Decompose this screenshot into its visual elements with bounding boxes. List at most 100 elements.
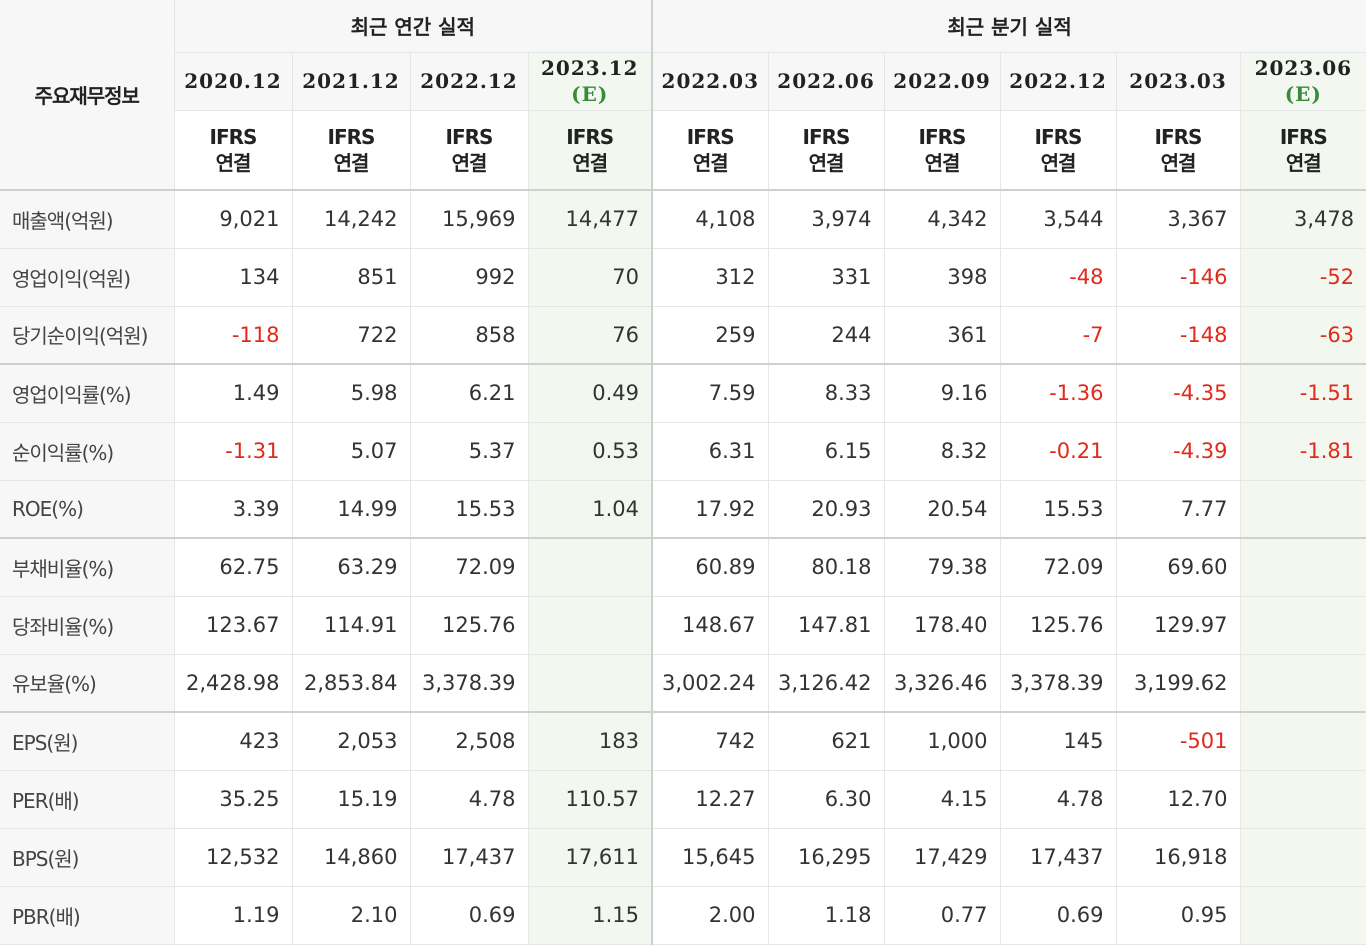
period-header-2: 2022.12: [409, 52, 528, 111]
ifrs-label: IFRS: [802, 124, 851, 149]
consolidated-label: 연결: [808, 150, 845, 175]
value-cell: 60.89: [651, 538, 769, 597]
value-cell: 3,326.46: [883, 654, 1001, 713]
value-cell: [527, 654, 653, 713]
consolidated-label: 연결: [451, 150, 488, 175]
period-header-1: 2021.12: [291, 52, 410, 111]
ifrs-header-4: IFRS 연결: [651, 110, 769, 191]
ifrs-label: IFRS: [566, 124, 614, 149]
value-cell: 6.15: [767, 422, 885, 481]
table-row: BPS(원) 12,532 14,860 17,437 17,611 15,645 16,2…: [0, 828, 1366, 887]
value-cell: 1.04: [527, 480, 653, 539]
value-cell: 3,002.24: [651, 654, 769, 713]
row-label: EPS(원): [0, 712, 174, 771]
value-cell: 0.95: [1115, 886, 1241, 945]
value-cell: -63: [1239, 306, 1366, 365]
value-cell: 3.39: [173, 480, 292, 539]
value-cell: 0.77: [883, 886, 1001, 945]
ifrs-header-0: IFRS 연결: [173, 110, 292, 191]
value-cell: 12,532: [173, 828, 292, 887]
value-cell: 7.77: [1115, 480, 1241, 539]
value-cell: 16,295: [767, 828, 885, 887]
value-cell: -118: [173, 306, 292, 365]
period-date: 2022.06: [777, 69, 875, 93]
value-cell: 1.18: [767, 886, 885, 945]
ifrs-label: IFRS: [1154, 124, 1203, 149]
value-cell: 69.60: [1115, 538, 1241, 597]
value-cell: -4.39: [1115, 422, 1241, 481]
value-cell: 3,126.42: [767, 654, 885, 713]
row-label: ROE(%): [0, 480, 174, 539]
value-cell: 9,021: [173, 190, 292, 249]
table-body: 매출액(억원) 9,021 14,242 15,969 14,477 4,108 3,974…: [0, 190, 1366, 945]
estimate-mark: (E): [571, 82, 609, 106]
ifrs-header-5: IFRS 연결: [767, 110, 885, 191]
ifrs-label: IFRS: [209, 124, 258, 149]
value-cell: 6.21: [409, 364, 528, 423]
row-label: BPS(원): [0, 828, 174, 887]
value-cell: 8.33: [767, 364, 885, 423]
value-cell: 0.69: [409, 886, 528, 945]
value-cell: 72.09: [999, 538, 1117, 597]
row-label: 유보율(%): [0, 654, 174, 713]
value-cell: [527, 538, 653, 597]
ifrs-header-6: IFRS 연결: [883, 110, 1001, 191]
table-row: EPS(원) 423 2,053 2,508 183 742 621 1,000 145 -501: [0, 712, 1366, 771]
value-cell: 80.18: [767, 538, 885, 597]
value-cell: 5.37: [409, 422, 528, 481]
corner-label: 주요재무정보: [0, 0, 174, 191]
ifrs-label: IFRS: [327, 124, 376, 149]
value-cell: 123.67: [173, 596, 292, 655]
value-cell: [1239, 770, 1366, 829]
row-label: 매출액(억원): [0, 190, 174, 249]
value-cell: 14,860: [291, 828, 410, 887]
value-cell: 3,378.39: [409, 654, 528, 713]
value-cell: 331: [767, 248, 885, 307]
value-cell: 15,645: [651, 828, 769, 887]
period-date: 2021.12: [302, 69, 400, 93]
ifrs-header-8: IFRS 연결: [1115, 110, 1241, 191]
value-cell: 17.92: [651, 480, 769, 539]
value-cell: 0.69: [999, 886, 1117, 945]
row-label: 순이익률(%): [0, 422, 174, 481]
value-cell: 35.25: [173, 770, 292, 829]
period-header-9: 2023.06 (E): [1239, 52, 1366, 111]
value-cell: [1239, 538, 1366, 597]
consolidated-label: 연결: [333, 150, 370, 175]
row-label: 부채비율(%): [0, 538, 174, 597]
value-cell: 114.91: [291, 596, 410, 655]
value-cell: 0.49: [527, 364, 653, 423]
value-cell: [1239, 712, 1366, 771]
ifrs-label: IFRS: [918, 124, 967, 149]
value-cell: -7: [999, 306, 1117, 365]
value-cell: 2.10: [291, 886, 410, 945]
period-date: 2022.03: [661, 69, 759, 93]
value-cell: 3,367: [1115, 190, 1241, 249]
value-cell: 858: [409, 306, 528, 365]
value-cell: 63.29: [291, 538, 410, 597]
value-cell: 1.15: [527, 886, 653, 945]
value-cell: [1239, 654, 1366, 713]
period-date: 2020.12: [184, 69, 282, 93]
table-row: 유보율(%) 2,428.98 2,853.84 3,378.39 3,002.24 3,…: [0, 654, 1366, 713]
period-header-4: 2022.03: [651, 52, 769, 111]
estimate-mark: (E): [1284, 82, 1322, 106]
ifrs-header-3: IFRS 연결: [527, 110, 653, 191]
value-cell: 621: [767, 712, 885, 771]
row-label: 당기순이익(억원): [0, 306, 174, 365]
value-cell: 4,342: [883, 190, 1001, 249]
value-cell: 4.78: [409, 770, 528, 829]
value-cell: 15.19: [291, 770, 410, 829]
period-header-8: 2023.03: [1115, 52, 1241, 111]
value-cell: 6.31: [651, 422, 769, 481]
row-label: 영업이익(억원): [0, 248, 174, 307]
value-cell: 1.19: [173, 886, 292, 945]
value-cell: 6.30: [767, 770, 885, 829]
value-cell: 134: [173, 248, 292, 307]
value-cell: 17,437: [409, 828, 528, 887]
value-cell: 178.40: [883, 596, 1001, 655]
ifrs-header-2: IFRS 연결: [409, 110, 528, 191]
value-cell: 15.53: [409, 480, 528, 539]
value-cell: 3,974: [767, 190, 885, 249]
ifrs-label: IFRS: [686, 124, 735, 149]
